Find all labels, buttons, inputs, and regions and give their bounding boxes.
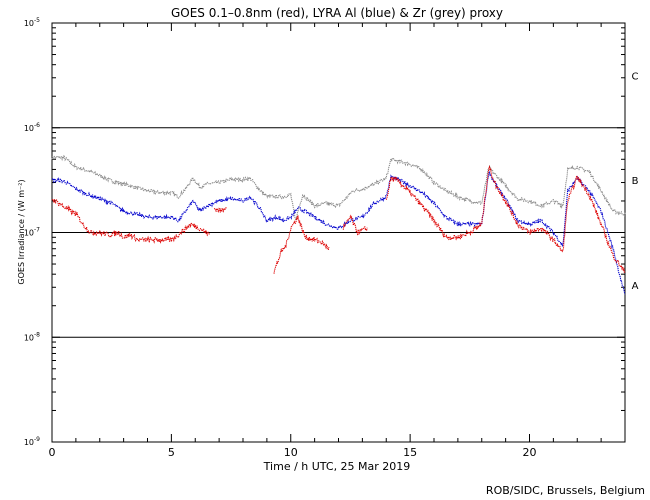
y-tick-label: 10-8 — [24, 331, 40, 342]
x-axis-label: Time / h UTC, 25 Mar 2019 — [263, 460, 411, 473]
series-lyra-zr-proxy — [51, 154, 626, 221]
series-layer — [51, 154, 626, 295]
series-goes-0-1-0-8nm-segment-3 — [273, 215, 330, 274]
footer-credit: ROB/SIDC, Brussels, Belgium — [486, 484, 645, 497]
y-tick-label: 10-5 — [24, 17, 40, 28]
x-tick-label: 20 — [523, 446, 537, 459]
series-goes-0-1-0-8nm-segment-2 — [213, 206, 227, 214]
series-goes-0-1-0-8nm-segment-1 — [51, 197, 211, 244]
y-axis-label: GOES Irradiance / (W m⁻²) — [17, 179, 26, 284]
flare-class-labels: C B A — [632, 71, 639, 292]
y-axis-ticks: 10-5 10-6 10-7 10-8 10-9 — [24, 17, 625, 447]
x-axis-ticks: 0 5 10 15 20 — [49, 23, 626, 459]
y-tick-label: 10-6 — [24, 122, 40, 133]
flare-class-label-a: A — [632, 281, 639, 292]
x-tick-label: 0 — [49, 446, 56, 459]
x-tick-label: 10 — [284, 446, 298, 459]
flare-class-label-b: B — [632, 176, 639, 187]
y-tick-label: 10-7 — [24, 227, 40, 238]
y-tick-label: 10-9 — [24, 436, 40, 447]
x-tick-label: 5 — [168, 446, 175, 459]
flare-class-label-c: C — [632, 71, 639, 82]
chart-title: GOES 0.1–0.8nm (red), LYRA Al (blue) & Z… — [171, 6, 503, 20]
series-lyra-al-proxy — [51, 171, 626, 295]
series-goes-0-1-0-8nm-segment-5 — [385, 165, 626, 275]
plot-area: 0 5 10 15 20 10-5 10-6 10-7 10-8 10-9 — [24, 17, 626, 459]
series-goes-0-1-0-8nm-segment-4 — [342, 214, 368, 236]
x-tick-label: 15 — [403, 446, 417, 459]
flare-threshold-lines — [52, 127, 625, 338]
